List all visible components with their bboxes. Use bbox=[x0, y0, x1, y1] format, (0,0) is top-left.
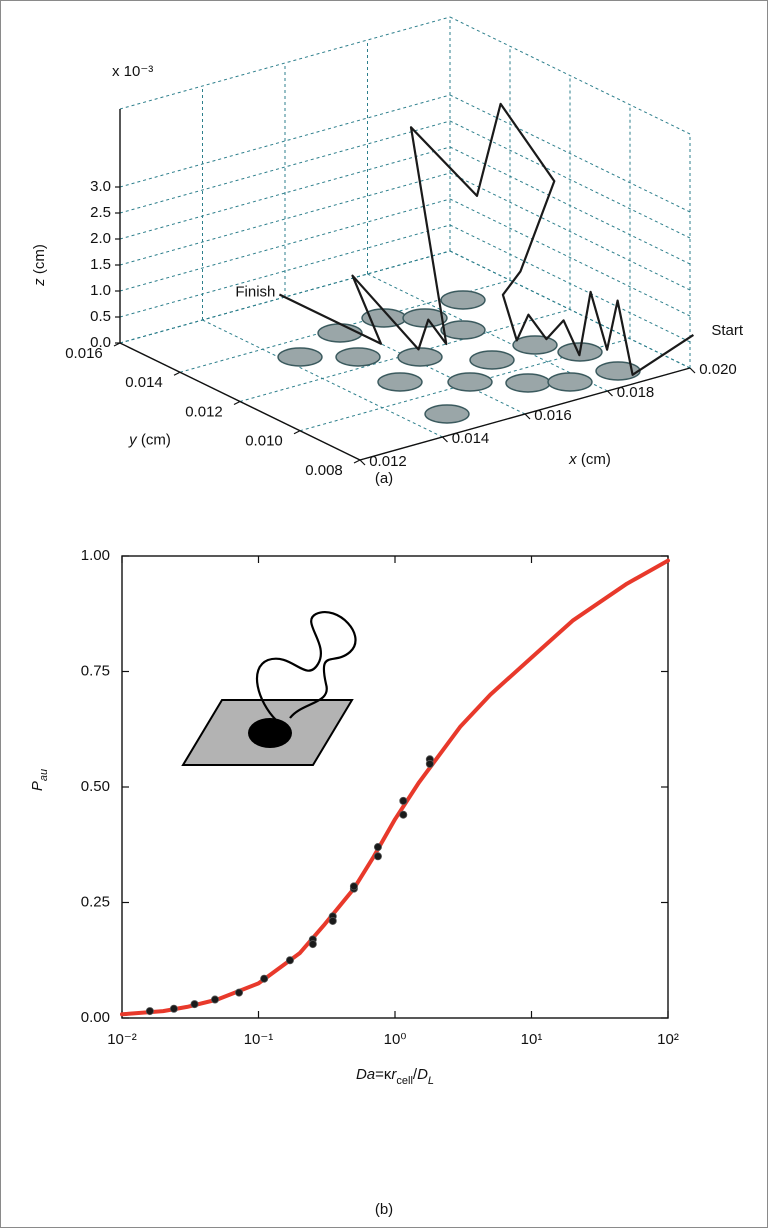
x-tick-label: 10⁻¹ bbox=[244, 1031, 274, 1048]
y-axis-label-part: au bbox=[38, 769, 50, 781]
cell bbox=[336, 348, 380, 366]
data-point bbox=[426, 760, 433, 767]
x-tick-label: 0.020 bbox=[699, 361, 737, 378]
caption: (a) bbox=[375, 470, 393, 487]
cell bbox=[548, 373, 592, 391]
data-point bbox=[191, 1001, 198, 1008]
z-tick-label: 2.5 bbox=[90, 204, 111, 221]
inset-cell bbox=[248, 718, 292, 748]
y-tick-label: 0.010 bbox=[245, 433, 283, 450]
data-point bbox=[235, 989, 242, 996]
y-tick-label: 0.008 bbox=[305, 462, 343, 479]
data-point bbox=[146, 1007, 153, 1014]
y-tick-label: 0.50 bbox=[81, 778, 110, 795]
cell bbox=[398, 348, 442, 366]
z-tick-label: 1.5 bbox=[90, 256, 111, 273]
z-tick-label: 1.0 bbox=[90, 282, 111, 299]
cell bbox=[441, 291, 485, 309]
data-point bbox=[400, 797, 407, 804]
x-tick-label: 10² bbox=[657, 1031, 679, 1048]
y-axis-label-part: P bbox=[29, 781, 46, 791]
x-axis-label-part: D bbox=[417, 1066, 428, 1083]
caption: (b) bbox=[375, 1201, 393, 1218]
start-label: Start bbox=[711, 322, 744, 339]
x-axis-label-part: cell bbox=[396, 1075, 413, 1087]
cell bbox=[425, 405, 469, 423]
cell bbox=[513, 336, 557, 354]
x-tick-label: 10⁰ bbox=[384, 1031, 407, 1048]
y-tick-label: 0.00 bbox=[81, 1009, 110, 1026]
cell bbox=[441, 321, 485, 339]
cell bbox=[506, 374, 550, 392]
x-axis-label-part: (cm) bbox=[577, 451, 611, 468]
x-axis-label: x (cm) bbox=[568, 451, 611, 468]
y-tick-label: 0.014 bbox=[125, 374, 163, 391]
data-point bbox=[309, 940, 316, 947]
finish-label: Finish bbox=[235, 283, 275, 300]
x-axis-label-part: =κ bbox=[375, 1066, 392, 1083]
y-tick-label: 0.75 bbox=[81, 662, 110, 679]
data-point bbox=[170, 1005, 177, 1012]
z-axis-label: z (cm) bbox=[31, 244, 48, 287]
cell bbox=[596, 362, 640, 380]
page: {"chart_data": [ {"type": "line3d", "cap… bbox=[0, 0, 768, 1228]
z-axis-label-part: (cm) bbox=[31, 244, 48, 278]
y-tick-label: 0.25 bbox=[81, 893, 110, 910]
x-tick-label: 10¹ bbox=[521, 1031, 543, 1048]
data-point bbox=[329, 917, 336, 924]
data-point bbox=[374, 843, 381, 850]
y-axis-label-part: (cm) bbox=[137, 431, 171, 448]
cell bbox=[278, 348, 322, 366]
z-tick-label: 3.0 bbox=[90, 178, 111, 195]
z-tick-label: 0.0 bbox=[90, 334, 111, 351]
y-tick-label: 0.012 bbox=[185, 403, 223, 420]
z-tick-label: 2.0 bbox=[90, 230, 111, 247]
data-point bbox=[211, 996, 218, 1003]
cell bbox=[470, 351, 514, 369]
x-tick-label: 10⁻² bbox=[107, 1031, 137, 1048]
cell bbox=[318, 324, 362, 342]
y-axis-label: y (cm) bbox=[128, 431, 171, 448]
data-point bbox=[286, 957, 293, 964]
figure: (a) x 10⁻³ (b) 0.0120.0140.0160.0180.020… bbox=[0, 0, 768, 1228]
x-axis-label-part: Da bbox=[356, 1066, 375, 1083]
cell bbox=[448, 373, 492, 391]
data-point bbox=[261, 975, 268, 982]
y-tick-label: 1.00 bbox=[81, 547, 110, 564]
data-point bbox=[350, 883, 357, 890]
data-point bbox=[374, 853, 381, 860]
z-tick-label: 0.5 bbox=[90, 308, 111, 325]
cell bbox=[378, 373, 422, 391]
data-point bbox=[400, 811, 407, 818]
multiplier-label: x 10⁻³ bbox=[112, 63, 153, 80]
x-axis-label-part: L bbox=[428, 1075, 434, 1087]
